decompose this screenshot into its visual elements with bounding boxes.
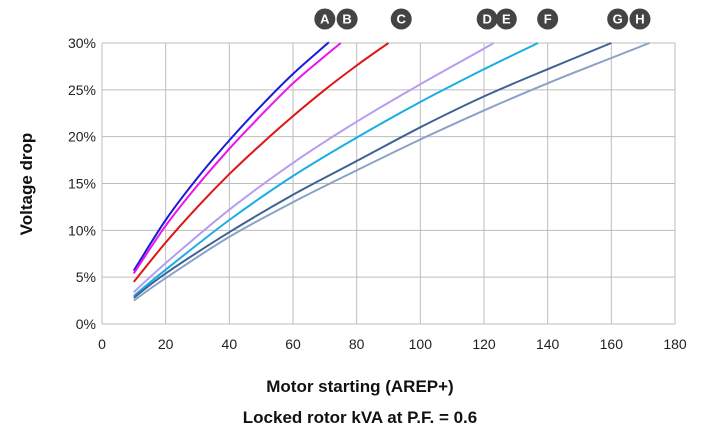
x-tick-label: 120 bbox=[472, 336, 496, 352]
x-tick-label: 60 bbox=[285, 336, 301, 352]
badge-label: B bbox=[342, 12, 351, 27]
badge-c: C bbox=[390, 8, 412, 30]
series-line-a bbox=[132, 41, 330, 272]
series-line-e bbox=[133, 42, 539, 297]
grid-lines bbox=[101, 42, 676, 325]
badge-label: A bbox=[320, 12, 330, 27]
x-tick-label: 20 bbox=[158, 336, 174, 352]
badge-label: D bbox=[482, 12, 491, 27]
series-line-g bbox=[133, 42, 612, 299]
y-tick-label: 10% bbox=[68, 222, 96, 238]
x-tick-label: 100 bbox=[409, 336, 433, 352]
badge-e: E bbox=[495, 8, 517, 30]
badge-f: F bbox=[537, 8, 559, 30]
y-tick-label: 15% bbox=[68, 176, 96, 192]
x-axis-ticks: 0 20 40 60 80 100 120 140 160 180 bbox=[98, 336, 687, 352]
badge-label: E bbox=[502, 12, 511, 27]
badge-d: D bbox=[476, 8, 498, 30]
x-axis-title-line-1: Motor starting (AREP+) bbox=[266, 377, 453, 396]
y-tick-label: 5% bbox=[76, 269, 96, 285]
badge-circle bbox=[390, 8, 412, 30]
badge-circle bbox=[336, 8, 358, 30]
badge-circle bbox=[476, 8, 498, 30]
series-line-d bbox=[133, 42, 495, 293]
y-axis-title: Voltage drop bbox=[17, 133, 36, 236]
badge-g: G bbox=[607, 8, 629, 30]
x-axis-title-line-2: Locked rotor kVA at P.F. = 0.6 bbox=[243, 408, 477, 427]
badge-h: H bbox=[629, 8, 651, 30]
badge-label: H bbox=[635, 12, 644, 27]
badge-circle bbox=[537, 8, 559, 30]
x-tick-label: 180 bbox=[663, 336, 687, 352]
badge-label: C bbox=[397, 12, 407, 27]
badge-label: F bbox=[544, 12, 552, 27]
y-tick-label: 20% bbox=[68, 129, 96, 145]
series-lines bbox=[132, 41, 650, 302]
series-line-h bbox=[133, 42, 650, 302]
badge-label: G bbox=[613, 12, 623, 27]
x-tick-label: 80 bbox=[349, 336, 365, 352]
y-axis-ticks: 0% 5% 10% 15% 20% 25% 30% bbox=[68, 35, 96, 332]
series-line-c bbox=[133, 42, 390, 283]
badge-circle bbox=[314, 8, 336, 30]
y-tick-label: 0% bbox=[76, 316, 96, 332]
x-tick-label: 0 bbox=[98, 336, 106, 352]
badge-circle bbox=[495, 8, 517, 30]
badge-circle bbox=[629, 8, 651, 30]
x-tick-label: 140 bbox=[536, 336, 560, 352]
badge-circle bbox=[607, 8, 629, 30]
x-tick-label: 40 bbox=[222, 336, 238, 352]
y-tick-label: 25% bbox=[68, 82, 96, 98]
x-tick-label: 160 bbox=[600, 336, 624, 352]
badge-b: B bbox=[336, 8, 358, 30]
y-tick-label: 30% bbox=[68, 35, 96, 51]
badge-a: A bbox=[314, 8, 336, 30]
series-line-b bbox=[132, 42, 342, 274]
